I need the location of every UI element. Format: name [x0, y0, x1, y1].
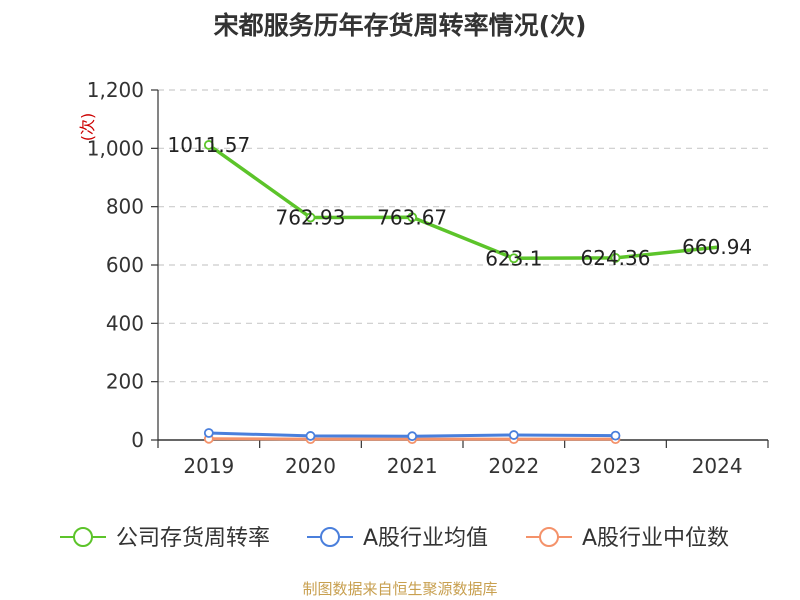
data-point	[203, 428, 214, 438]
data-point	[305, 212, 316, 223]
data-point	[305, 431, 316, 441]
chart-title: 宋都服务历年存货周转率情况(次)	[213, 11, 587, 40]
data-point	[407, 431, 418, 442]
y-tick-label: 400	[106, 311, 144, 335]
y-tick-label: 0	[131, 428, 144, 452]
data-point	[203, 140, 214, 150]
data-label: 763.67	[377, 205, 447, 229]
data-label: 624.36	[581, 246, 651, 270]
x-tick-label: 2021	[387, 454, 438, 478]
data-label: 623.1	[485, 246, 542, 270]
y-tick-label: 600	[106, 253, 144, 277]
y-tick-label: 1,200	[87, 78, 144, 102]
legend-marker	[539, 527, 559, 547]
series-line	[207, 143, 718, 261]
x-tick-label: 2023	[590, 454, 641, 478]
data-label: 762.93	[276, 205, 346, 229]
x-tick-label: 2024	[692, 454, 743, 478]
data-label: 660.94	[682, 235, 752, 259]
legend-marker	[73, 527, 93, 547]
series-layer	[203, 140, 718, 445]
y-axis-label: (次)	[78, 113, 97, 142]
legend-label: A股行业均值	[363, 526, 488, 551]
data-point	[610, 252, 621, 263]
source-note: 制图数据来自恒生聚源数据库	[302, 580, 498, 598]
grid-lines	[158, 89, 768, 383]
y-tick-label: 200	[106, 370, 144, 394]
data-point	[508, 253, 519, 264]
data-labels: 1011.57 762.93 763.67 623.1 624.36 660.94	[167, 133, 752, 270]
data-point	[407, 212, 418, 223]
axes: 0 200 400 600 800 1,000 1,200 2019 2020 2021 2022 2…	[78, 78, 769, 478]
legend[interactable]: 公司存货周转率 A股行业均值 A股行业中位数	[60, 526, 729, 551]
legend-label: A股行业中位数	[582, 526, 729, 551]
legend-marker	[320, 527, 340, 547]
legend-item[interactable]: 公司存货周转率	[60, 526, 270, 551]
data-label: 1011.57	[167, 133, 250, 157]
x-tick-label: 2022	[488, 454, 539, 478]
legend-item[interactable]: A股行业中位数	[526, 526, 729, 551]
y-tick-label: 1,000	[87, 136, 144, 160]
legend-item[interactable]: A股行业均值	[307, 526, 488, 551]
x-tick-label: 2019	[183, 454, 234, 478]
data-point	[508, 430, 519, 440]
data-point	[610, 430, 621, 441]
legend-label: 公司存货周转率	[116, 526, 270, 551]
x-tick-label: 2020	[285, 454, 336, 478]
y-tick-label: 800	[106, 195, 144, 219]
